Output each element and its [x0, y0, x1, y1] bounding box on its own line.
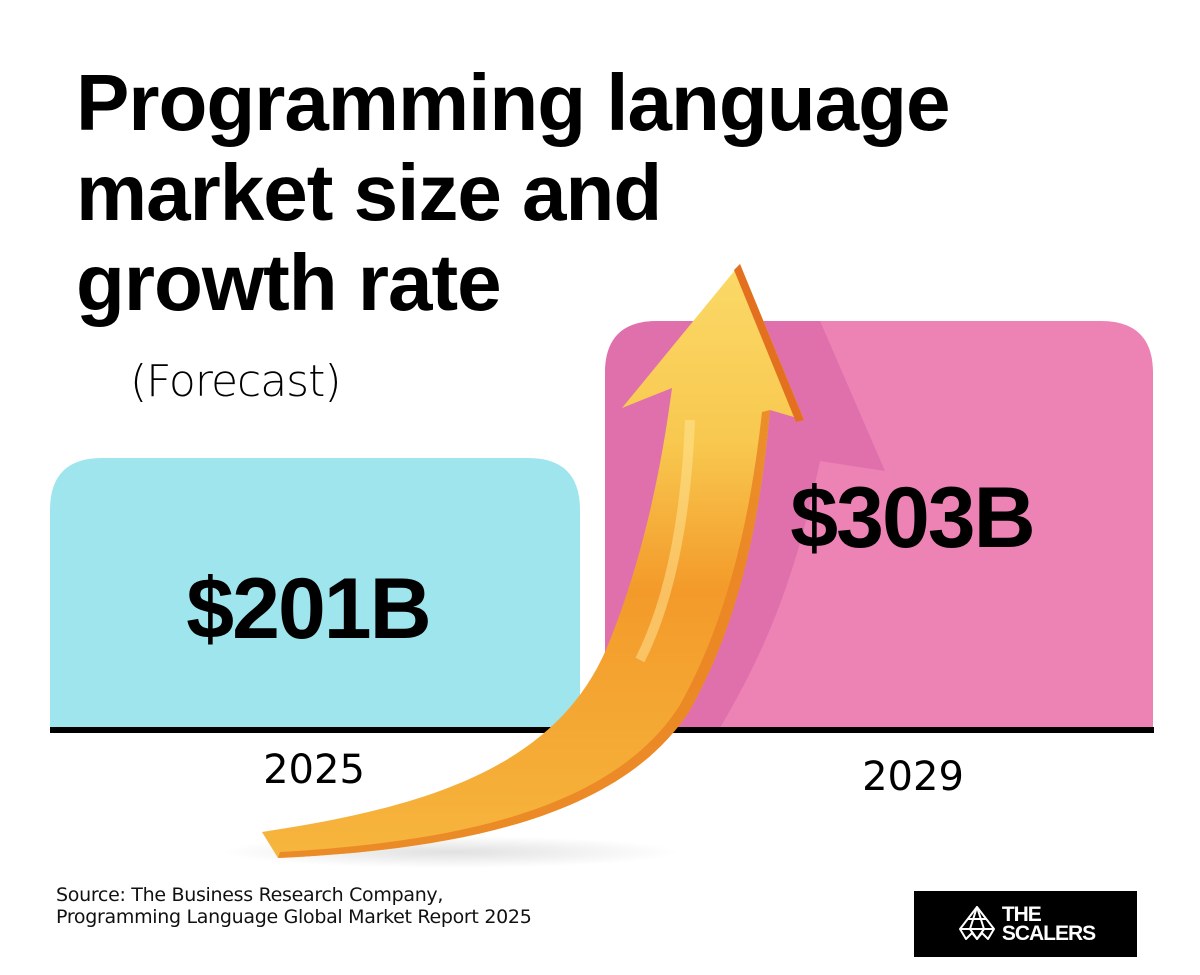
labels-layer: $201B 2025 $303B 2029: [186, 470, 1035, 800]
logo-line-1: THE: [1001, 903, 1042, 926]
growth-arrow-icon: [220, 264, 804, 868]
category-label-2025: 2025: [263, 747, 365, 793]
chart-subtitle: (Forecast): [130, 356, 342, 407]
source-line-2: Programming Language Global Market Repor…: [56, 906, 532, 928]
logo-line-2: SCALERS: [1001, 922, 1096, 945]
chart-title: Programming language market size and gro…: [76, 58, 950, 328]
title-line-1: Programming language: [76, 58, 950, 147]
bar-value-label-2029: $303B: [790, 470, 1033, 566]
diamond-logo-icon: [958, 906, 995, 940]
source-line-1: Source: The Business Research Company,: [56, 884, 444, 906]
bar-value-label-2025: $201B: [186, 561, 429, 657]
the-scalers-logo: THE SCALERS: [914, 891, 1137, 957]
title-line-3: growth rate: [76, 238, 502, 327]
title-line-2: market size and: [76, 148, 662, 237]
source-note: Source: The Business Research Company, P…: [56, 884, 532, 928]
logo-wordmark: THE SCALERS: [1001, 903, 1096, 945]
category-label-2029: 2029: [862, 754, 964, 800]
bar-2025: [50, 458, 580, 728]
